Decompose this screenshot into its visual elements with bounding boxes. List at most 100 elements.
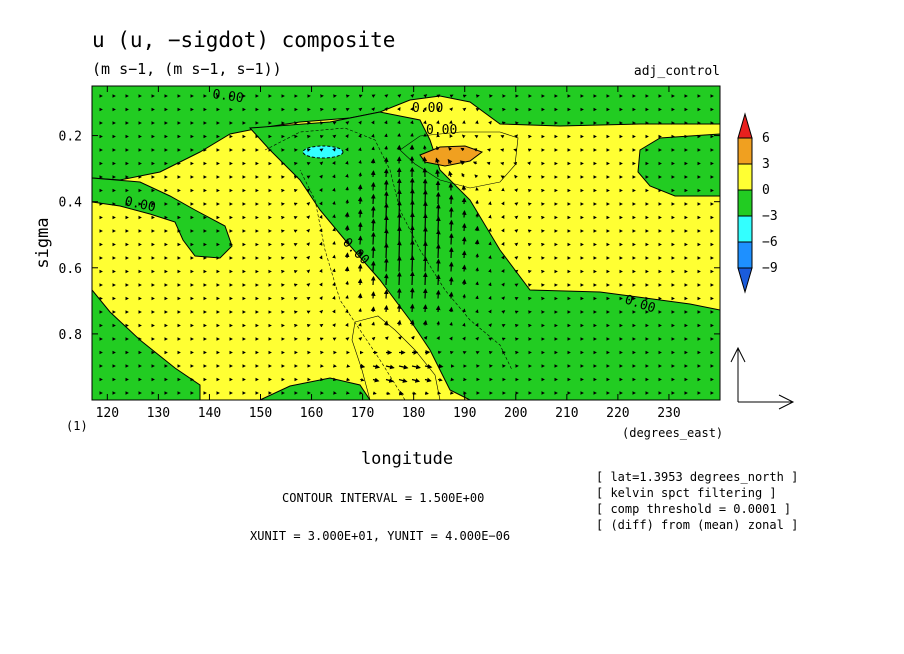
wind-vector <box>306 255 310 260</box>
wind-vector <box>383 242 389 259</box>
colorbar-bin <box>737 189 753 217</box>
wind-vector <box>332 227 336 232</box>
wind-vector <box>488 268 492 273</box>
wind-vector <box>435 157 440 164</box>
wind-vector <box>514 283 519 287</box>
wind-vector <box>357 209 363 218</box>
wind-vector <box>357 222 363 232</box>
wind-vector <box>527 215 532 220</box>
wind-vector <box>345 309 349 314</box>
annotation-line: [ comp threshold = 0.0001 ] <box>596 502 791 516</box>
wind-vector <box>462 107 467 112</box>
wind-vector <box>488 120 492 125</box>
x-tick-label: 160 <box>300 406 323 421</box>
wind-vector <box>514 188 518 193</box>
wind-vector <box>500 135 505 139</box>
wind-vector <box>436 94 441 98</box>
wind-vector <box>475 351 480 355</box>
wind-vector <box>319 241 323 246</box>
wind-vector <box>435 305 441 313</box>
wind-vector <box>332 214 336 219</box>
wind-vector <box>475 267 479 272</box>
wind-vector <box>319 309 324 314</box>
wind-vector <box>474 135 479 139</box>
wind-vector <box>422 304 428 313</box>
annotation-line: [ kelvin spct filtering ] <box>596 486 777 500</box>
wind-vector <box>306 148 311 152</box>
colorbar-bin <box>737 163 753 191</box>
wind-vector <box>319 214 323 219</box>
wind-vector <box>461 264 467 272</box>
wind-vector <box>501 310 506 314</box>
wind-vector <box>436 320 440 326</box>
wind-vector <box>474 174 479 179</box>
wind-vector <box>358 133 362 138</box>
colorbar-label: −9 <box>762 261 778 276</box>
wind-vector <box>448 261 454 272</box>
wind-vector <box>344 252 350 259</box>
annotation-line: [ (diff) from (mean) zonal ] <box>596 518 798 532</box>
plot-area <box>92 86 720 400</box>
wind-vector <box>475 309 479 314</box>
wind-vector <box>359 378 365 382</box>
wind-vector <box>486 161 491 166</box>
wind-vector <box>435 274 441 286</box>
wind-vector <box>345 199 349 205</box>
y-tick-label: 0.8 <box>59 328 82 343</box>
wind-vector <box>372 391 377 395</box>
wind-vector <box>422 288 428 299</box>
wind-vector <box>358 307 362 313</box>
wind-vector <box>371 336 376 341</box>
wind-vector <box>435 258 441 272</box>
wind-vector <box>435 243 441 259</box>
wind-vector <box>461 250 467 259</box>
wind-vector <box>293 202 298 206</box>
wind-vector <box>422 319 428 326</box>
wind-vector <box>411 364 421 370</box>
wind-vector <box>385 391 391 396</box>
y-axis: 0.2 0.4 0.6 0.8 <box>59 130 720 343</box>
wind-vector <box>332 268 336 273</box>
wind-vector <box>293 270 298 274</box>
wind-vector <box>462 336 466 341</box>
wind-vector <box>359 363 366 369</box>
wind-vector <box>409 287 415 299</box>
wind-vector <box>370 291 376 299</box>
wind-vector <box>410 94 415 98</box>
wind-vector <box>319 228 323 233</box>
wind-vector <box>448 146 452 151</box>
wind-vector <box>332 187 336 192</box>
wind-vector <box>357 235 363 245</box>
wind-vector <box>319 337 324 341</box>
wind-vector <box>396 255 402 272</box>
wind-vector <box>514 256 519 260</box>
wind-vector <box>371 133 375 138</box>
wind-vector <box>370 260 376 272</box>
wind-vector <box>358 94 363 98</box>
wind-vector <box>448 276 454 286</box>
y-tick-label: 0.4 <box>59 196 83 211</box>
wind-vector <box>397 94 402 98</box>
wind-vector <box>462 322 466 327</box>
wind-vector <box>449 336 453 341</box>
unit-text: XUNIT = 3.000E+01, YUNIT = 4.000E−06 <box>250 529 510 543</box>
field-green-bottom-left <box>92 289 201 400</box>
wind-vector <box>332 337 337 341</box>
wind-vector <box>370 306 376 313</box>
wind-vector <box>501 296 505 301</box>
wind-vector <box>488 351 493 355</box>
wind-vector <box>306 296 311 301</box>
wind-vector <box>514 202 519 206</box>
wind-vector <box>332 295 336 300</box>
wind-vector <box>319 148 324 152</box>
y-tick-label: 0.6 <box>59 262 82 277</box>
wind-vector <box>332 174 336 179</box>
wind-vector <box>422 272 428 286</box>
wind-vector <box>396 303 402 313</box>
wind-vector <box>448 291 454 299</box>
chart-title: u (u, −sigdot) composite <box>92 28 395 52</box>
wind-vector <box>514 174 518 179</box>
wind-vector <box>306 242 310 247</box>
wind-vector <box>293 283 298 287</box>
wind-vector <box>319 296 323 301</box>
